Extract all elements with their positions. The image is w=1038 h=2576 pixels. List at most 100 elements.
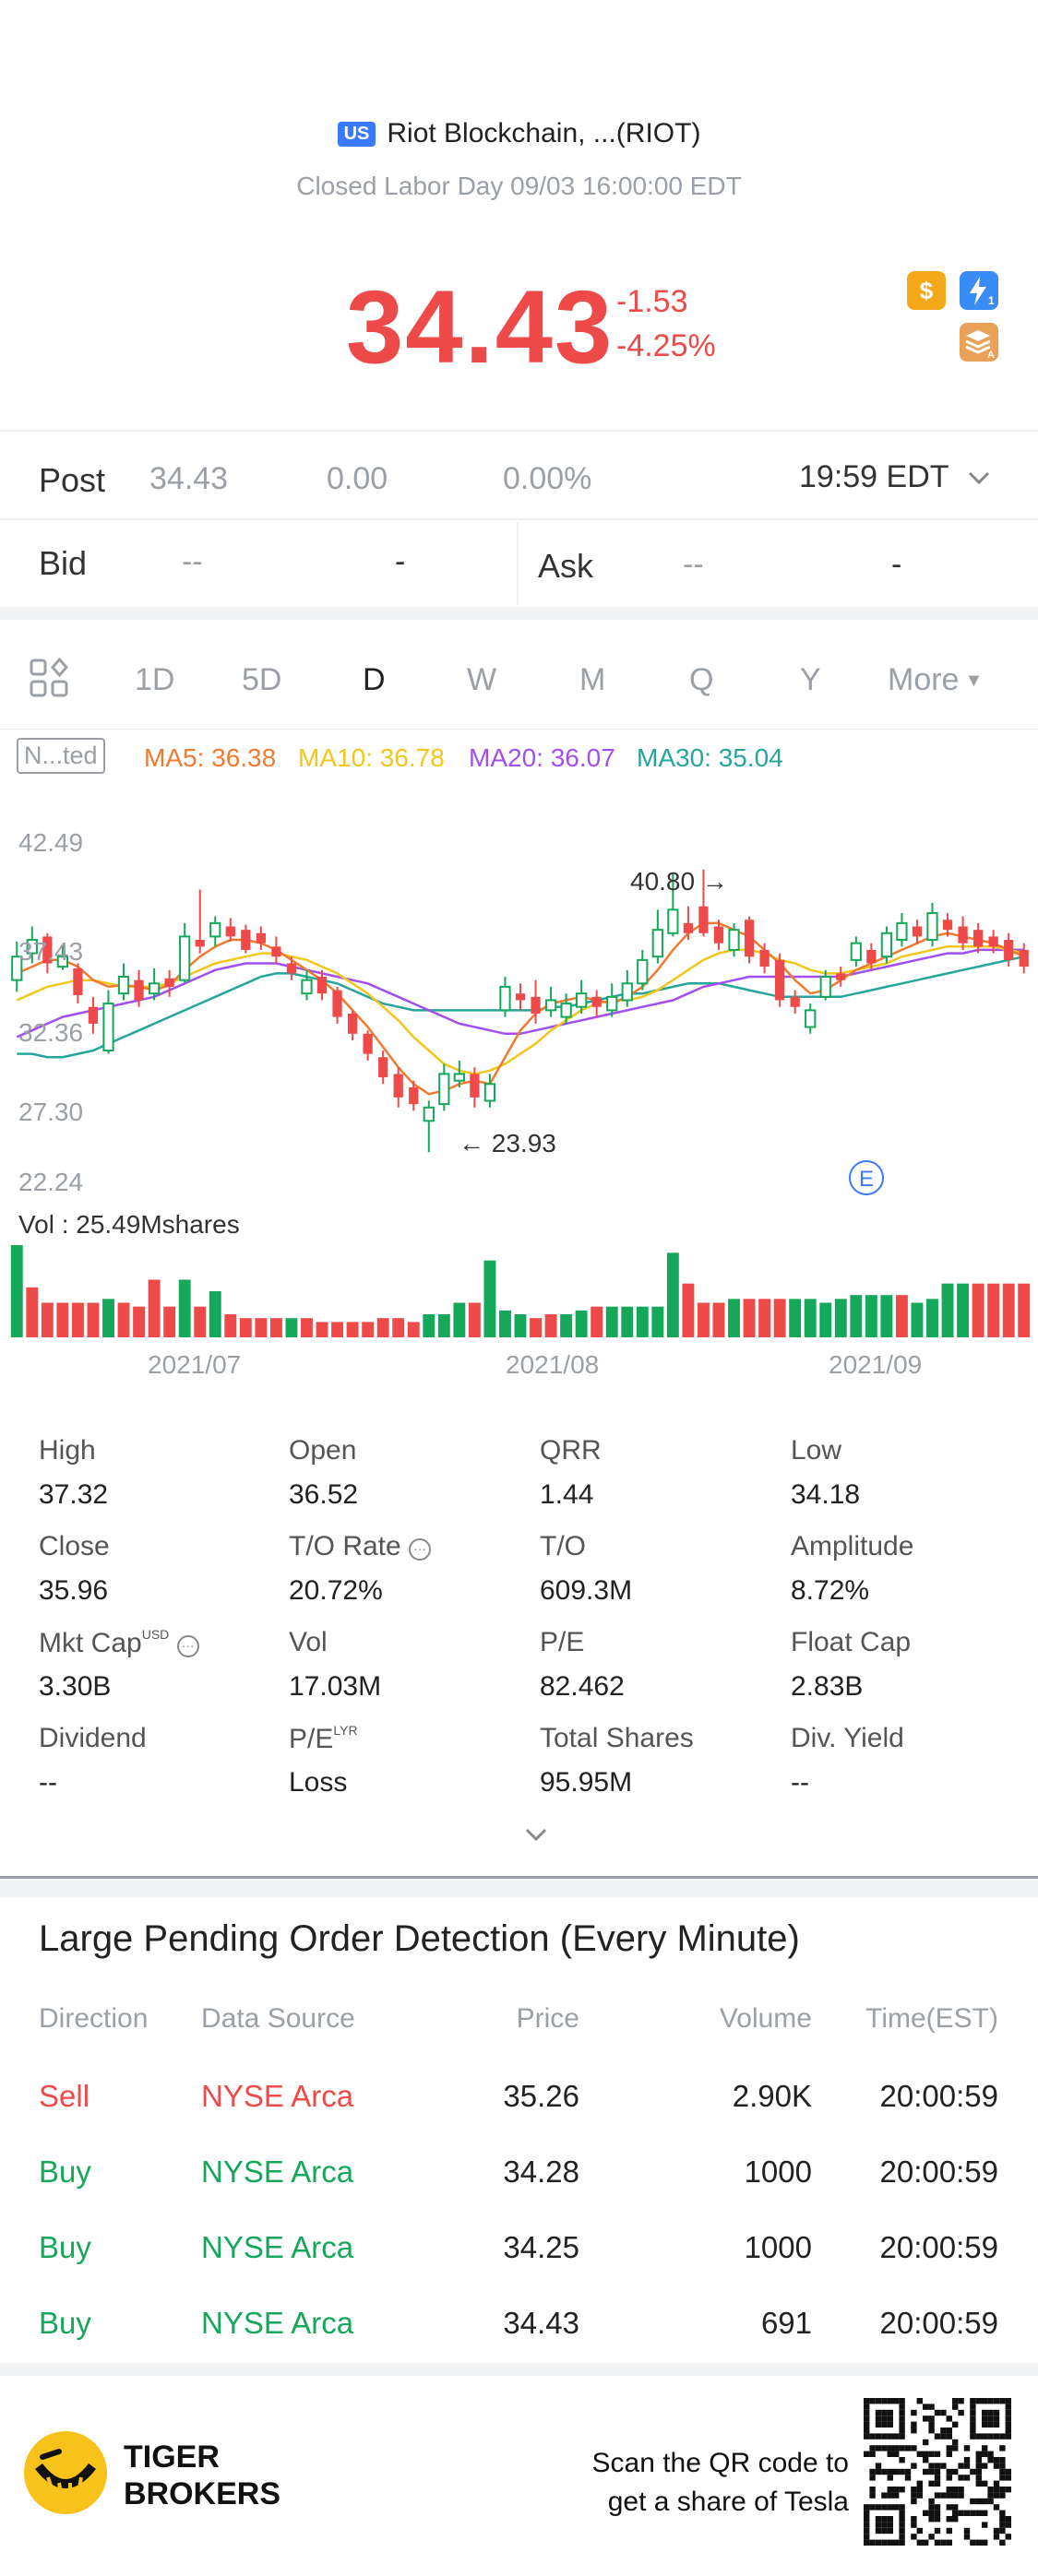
volume-chart[interactable] [0, 1241, 1038, 1339]
orders-header-time: Time(EST) [865, 2003, 998, 2034]
expand-chevron-icon[interactable] [522, 1824, 550, 1849]
tab-d[interactable]: D [363, 662, 386, 697]
qr-module [887, 2445, 893, 2451]
qr-module [875, 2433, 882, 2439]
qr-module [987, 2421, 994, 2428]
qr-module [881, 2504, 888, 2511]
qr-module [881, 2522, 888, 2528]
order-direction: Buy [39, 2306, 91, 2340]
volume-bar [163, 1306, 176, 1337]
volume-bar [666, 1252, 679, 1337]
qr-module [970, 2421, 976, 2428]
qr-module [1005, 2416, 1011, 2422]
order-price: 34.28 [503, 2155, 579, 2189]
candlestick-chart[interactable] [0, 812, 1038, 1365]
more-info-icon[interactable]: ··· [409, 1538, 432, 1561]
qr-module [982, 2463, 988, 2469]
last-price: 34.43 [346, 269, 614, 385]
qr-module [999, 2457, 1006, 2463]
qr-module [864, 2522, 870, 2528]
brand-line-2: BROKERS [124, 2476, 281, 2511]
qr-module [916, 2487, 923, 2493]
qr-module [999, 2510, 1006, 2516]
volume-bar [331, 1322, 344, 1337]
volume-bar [926, 1299, 938, 1337]
tab-more[interactable]: More ▼ [888, 662, 983, 698]
candle-body [805, 1009, 817, 1028]
volume-bar [41, 1302, 54, 1337]
stat-label: QRR [540, 1435, 602, 1466]
qr-module [923, 2457, 929, 2463]
chart-layout-icon[interactable] [28, 657, 70, 704]
qr-module [970, 2498, 976, 2505]
tab-5d[interactable]: 5D [242, 662, 282, 697]
orders-title: Large Pending Order Detection (Every Min… [39, 1918, 800, 1959]
tab-m[interactable]: M [579, 662, 606, 697]
order-price: 35.26 [503, 2079, 579, 2113]
qr-module [993, 2463, 1000, 2469]
volume-bar [10, 1245, 23, 1337]
candle-body [1019, 949, 1029, 967]
svg-text:A: A [987, 350, 995, 361]
tab-y[interactable]: Y [800, 662, 821, 697]
post-time-selector[interactable]: 19:59 EDT [799, 459, 992, 495]
qr-module [975, 2457, 982, 2463]
qr-module [999, 2398, 1006, 2404]
qr-module [893, 2398, 900, 2404]
stat-label: Open [289, 1435, 357, 1466]
qr-code-image[interactable] [864, 2398, 1011, 2546]
qr-module [887, 2492, 893, 2499]
qr-module [875, 2468, 882, 2475]
qr-module [916, 2492, 923, 2499]
candle-body [438, 1073, 450, 1106]
tab-w[interactable]: W [467, 662, 497, 697]
order-time: 20:00:59 [879, 2155, 998, 2189]
qr-module [887, 2475, 893, 2481]
qr-module [987, 2487, 994, 2493]
qr-module [1005, 2522, 1011, 2528]
tab-q[interactable]: Q [689, 662, 714, 697]
qr-module [887, 2527, 893, 2534]
earnings-event-icon[interactable]: E [849, 1160, 884, 1195]
qr-module [893, 2433, 900, 2439]
candle-body [683, 922, 694, 933]
volume-bar [285, 1318, 298, 1337]
volume-bar [850, 1295, 863, 1337]
volume-bar [239, 1318, 252, 1337]
qr-module [975, 2433, 982, 2439]
qr-module [952, 2445, 959, 2451]
lightning-icon[interactable]: 1 [960, 271, 998, 310]
more-info-icon[interactable]: ··· [176, 1635, 199, 1657]
qr-module [911, 2409, 917, 2416]
qr-module [970, 2409, 976, 2416]
volume-bar [483, 1260, 496, 1337]
qr-module [899, 2409, 905, 2416]
stat-label: Mkt Cap [39, 1628, 142, 1658]
dollar-icon[interactable]: $ [907, 271, 946, 310]
volume-bar [1018, 1283, 1031, 1337]
volume-bar [269, 1318, 282, 1337]
tab-1d[interactable]: 1D [135, 662, 175, 697]
candle-body [470, 1074, 480, 1098]
qr-module [881, 2421, 888, 2428]
qr-module [970, 2510, 976, 2516]
volume-bar [804, 1299, 817, 1337]
candle-body [423, 1106, 435, 1122]
adjust-toggle[interactable]: N...ted [17, 738, 105, 774]
candle-body [26, 939, 38, 955]
volume-bar [682, 1283, 695, 1337]
volume-bar [972, 1283, 984, 1337]
qr-module [881, 2433, 888, 2439]
qr-module [982, 2416, 988, 2422]
qr-module [864, 2398, 870, 2404]
qr-module [934, 2539, 941, 2546]
qr-module [946, 2475, 952, 2481]
candle-body [544, 999, 557, 1012]
stat-label: Float Cap [791, 1627, 912, 1657]
layers-icon[interactable]: A [960, 323, 998, 362]
qr-module [1005, 2404, 1011, 2410]
stat-value: 3.30B [39, 1671, 112, 1702]
stock-title[interactable]: US Riot Blockchain, ...(RIOT) [0, 118, 1038, 149]
qr-module [916, 2480, 923, 2487]
qr-module [993, 2504, 1000, 2511]
